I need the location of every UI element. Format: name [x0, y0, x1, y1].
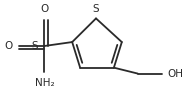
Text: NH₂: NH₂	[35, 78, 54, 88]
Text: S: S	[93, 4, 99, 14]
Text: O: O	[4, 41, 13, 51]
Text: OH: OH	[168, 69, 184, 79]
Text: O: O	[40, 4, 48, 14]
Text: S: S	[32, 41, 38, 51]
